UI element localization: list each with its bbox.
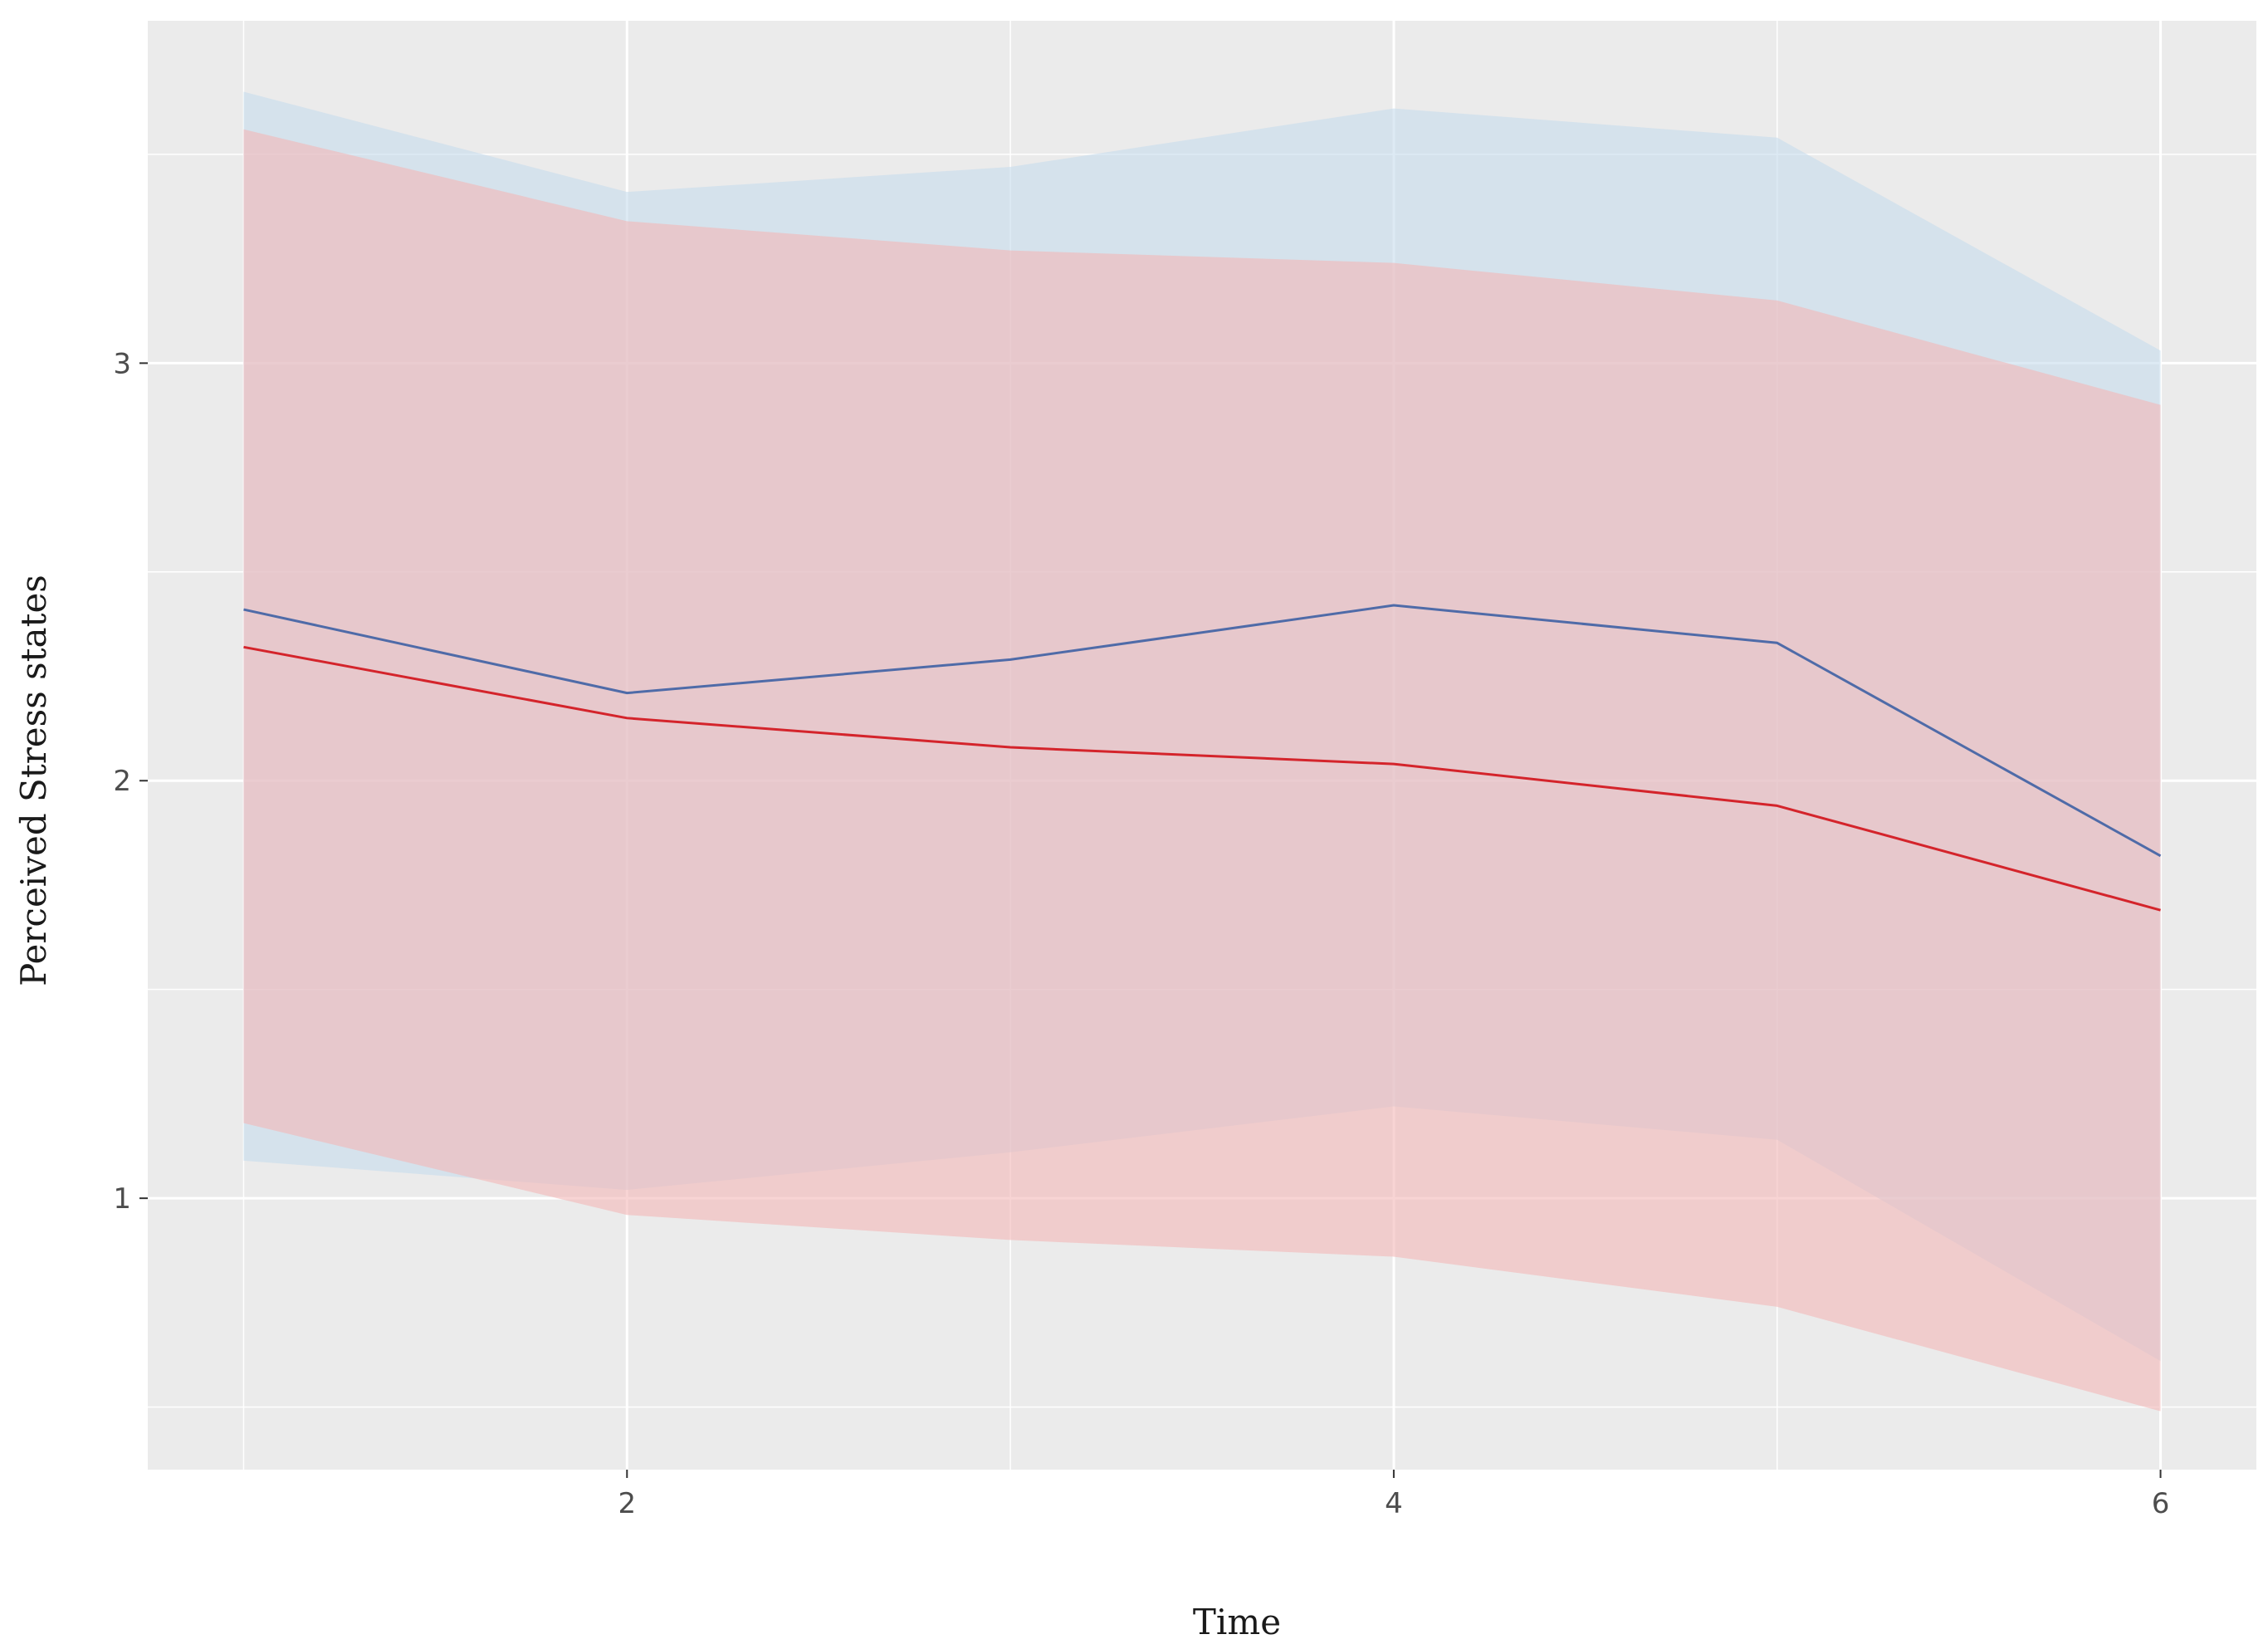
y-axis: 1 2 3	[113, 347, 148, 1216]
series-lines	[243, 604, 2162, 912]
y-tick-label: 3	[113, 347, 131, 380]
series-2-ribbon	[243, 129, 2161, 1412]
y-tick-label: 2	[113, 765, 131, 798]
x-axis: 2 4 6	[618, 1470, 2169, 1520]
x-tick-label: 4	[1385, 1487, 1403, 1520]
series-2-line	[243, 645, 2161, 912]
y-axis-title: Perceived Stress states	[13, 575, 54, 986]
y-tick-label: 1	[113, 1182, 131, 1216]
series-1-line	[243, 604, 2162, 858]
x-tick-label: 6	[2152, 1487, 2170, 1520]
confidence-ribbons	[243, 91, 2161, 1412]
x-tick-label: 2	[618, 1487, 636, 1520]
x-axis-title: Time	[1193, 1602, 1281, 1642]
